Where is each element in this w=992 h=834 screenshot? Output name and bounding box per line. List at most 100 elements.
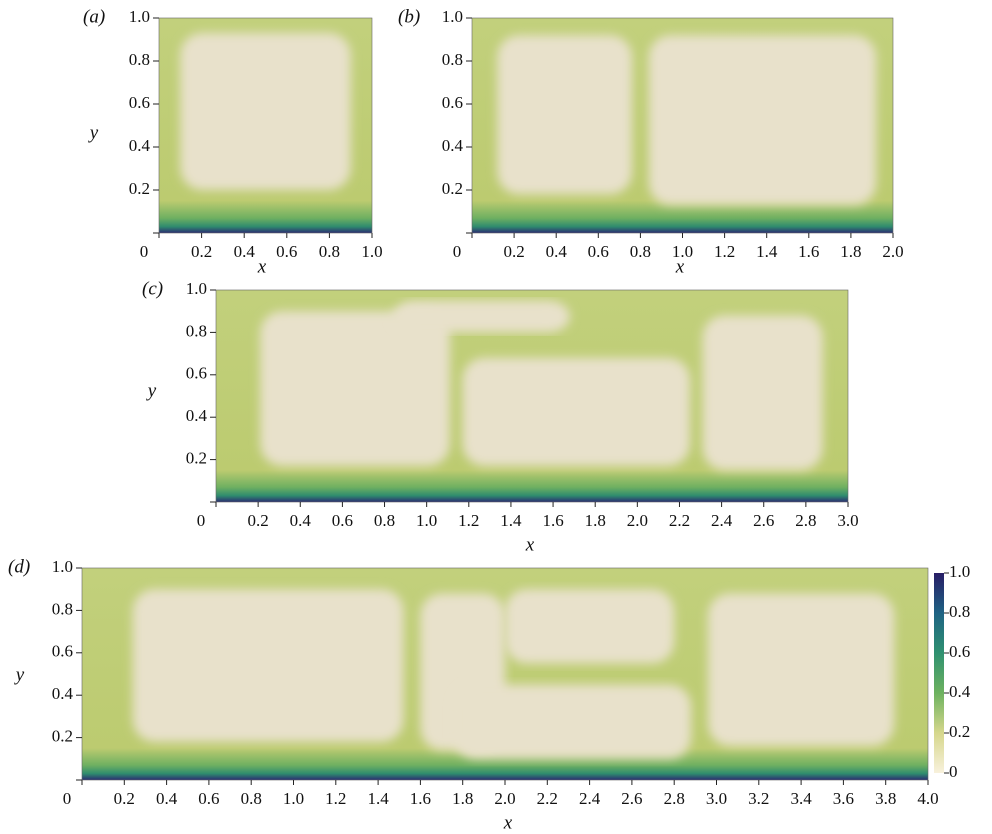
x-tick-label: 0.2: [248, 511, 269, 530]
y-tick-label: 1.0: [129, 7, 150, 26]
y-tick-label: 0.4: [52, 684, 74, 703]
y-tick-label: 1.0: [186, 279, 207, 298]
field-plume: [505, 589, 674, 663]
x-tick-label: 0.6: [332, 511, 353, 530]
x-tick-label: 2.8: [664, 789, 685, 808]
y-tick-label: 0.2: [52, 727, 73, 746]
field: [472, 18, 893, 233]
x-tick-label: 0.8: [319, 242, 340, 261]
x-tick-label: 1.0: [672, 242, 693, 261]
x-tick-label: 1.6: [410, 789, 431, 808]
x-tick-label: 2.6: [753, 511, 774, 530]
x-tick-label: 0.4: [234, 242, 256, 261]
panel-label: (a): [83, 6, 105, 27]
x-tick-label: 0.4: [290, 511, 312, 530]
x-tick-label: 4.0: [917, 789, 938, 808]
x-axis-label: x: [525, 534, 535, 555]
field-plume: [260, 311, 450, 466]
y-tick-label: 0.2: [129, 179, 150, 198]
y-tick-label: 0.8: [52, 599, 73, 618]
field-plume: [649, 35, 876, 205]
y-tick-label: 0.6: [129, 93, 150, 112]
x-tick-label: 2.0: [494, 789, 515, 808]
y-tick-label: 1.0: [442, 7, 463, 26]
panel-label: (b): [398, 6, 420, 27]
field-plume: [454, 685, 691, 759]
colorbar: [934, 573, 944, 773]
x-tick-label: 3.2: [748, 789, 769, 808]
x-tick-label: 3.8: [875, 789, 896, 808]
y-tick-label: 0.8: [129, 50, 150, 69]
x-axis-label: x: [503, 812, 513, 833]
y-tick-label: 0.2: [442, 179, 463, 198]
y-tick-label: 0.2: [186, 449, 207, 468]
colorbar-tick-label: 1.0: [949, 562, 970, 581]
x-tick-label: 0.6: [588, 242, 609, 261]
x-tick-label: 1.2: [458, 511, 479, 530]
x-tick-label: 1.6: [542, 511, 563, 530]
x-tick-label: 0: [63, 789, 72, 808]
x-tick-label: 0.2: [503, 242, 524, 261]
x-tick-label: 0.2: [191, 242, 212, 261]
x-tick-label: 1.2: [325, 789, 346, 808]
x-tick-label: 2.8: [795, 511, 816, 530]
y-tick-label: 0.6: [52, 642, 73, 661]
x-tick-label: 0: [453, 242, 462, 261]
x-tick-label: 1.4: [500, 511, 522, 530]
x-tick-label: 0.8: [374, 511, 395, 530]
panel-label: (d): [8, 556, 30, 577]
field-plume: [708, 593, 894, 746]
colorbar-tick-label: 0.8: [949, 602, 970, 621]
x-tick-label: 0.2: [114, 789, 135, 808]
colorbar-tick-label: 0: [949, 762, 958, 781]
x-tick-label: 2.2: [669, 511, 690, 530]
x-tick-label: 1.0: [361, 242, 382, 261]
x-tick-label: 0.6: [276, 242, 297, 261]
x-tick-label: 1.0: [416, 511, 437, 530]
field: [82, 568, 928, 780]
x-tick-label: 2.4: [579, 789, 601, 808]
x-tick-label: 1.8: [585, 511, 606, 530]
x-tick-label: 2.4: [711, 511, 733, 530]
x-tick-label: 3.4: [790, 789, 812, 808]
x-tick-label: 2.6: [621, 789, 642, 808]
field-plume: [462, 358, 690, 466]
x-tick-label: 2.2: [537, 789, 558, 808]
x-tick-label: 1.4: [756, 242, 778, 261]
colorbar-tick-label: 0.4: [949, 682, 971, 701]
x-tick-label: 3.0: [837, 511, 858, 530]
field-plume: [133, 589, 404, 742]
field: [216, 290, 848, 502]
y-tick-label: 0.8: [186, 321, 207, 340]
x-tick-label: 1.8: [840, 242, 861, 261]
y-tick-label: 0.4: [442, 136, 464, 155]
y-tick-label: 0.8: [442, 50, 463, 69]
field-plume: [180, 33, 350, 190]
x-tick-label: 0.6: [198, 789, 219, 808]
x-tick-label: 2.0: [882, 242, 903, 261]
x-tick-label: 3.6: [833, 789, 854, 808]
x-tick-label: 1.0: [283, 789, 304, 808]
figure: (a) x y 0 0.2 0.4 0.6 0.8 1.0 0.2 0.4 0.6 0.8 1.0 (b) x…: [0, 0, 992, 834]
x-tick-label: 1.2: [714, 242, 735, 261]
x-tick-label: 0: [140, 242, 149, 261]
y-tick-label: 0.4: [186, 406, 208, 425]
panel-label: (c): [142, 278, 163, 299]
y-axis-label: y: [14, 664, 25, 685]
y-axis-label: y: [88, 122, 99, 143]
x-tick-label: 3.0: [706, 789, 727, 808]
x-tick-label: 0.4: [546, 242, 568, 261]
y-axis-label: y: [146, 380, 157, 401]
field-plume: [393, 301, 570, 333]
x-axis-label: x: [257, 256, 267, 277]
field-plume: [497, 35, 632, 194]
colorbar-tick-label: 0.2: [949, 722, 970, 741]
x-tick-label: 2.0: [627, 511, 648, 530]
x-tick-label: 0: [197, 511, 206, 530]
colorbar-tick-label: 0.6: [949, 642, 970, 661]
field: [159, 18, 372, 233]
field-plume: [703, 315, 823, 470]
y-tick-label: 0.6: [186, 364, 207, 383]
x-tick-label: 0.8: [630, 242, 651, 261]
x-tick-label: 0.8: [241, 789, 262, 808]
